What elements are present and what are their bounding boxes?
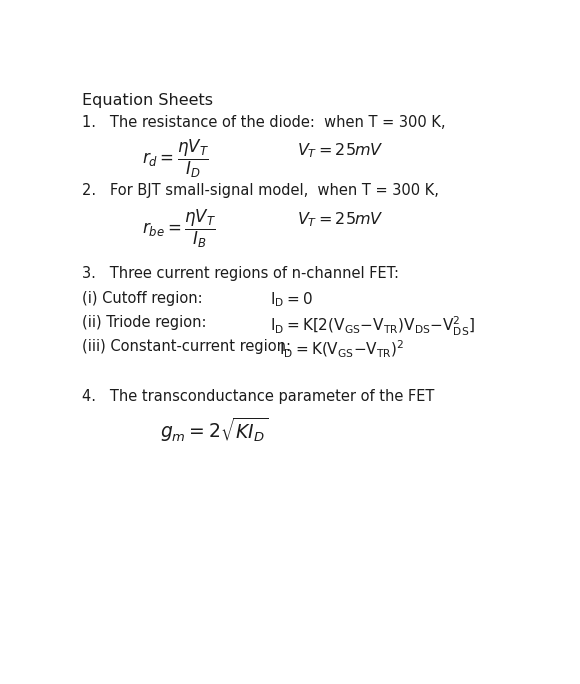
Text: (ii) Triode region:: (ii) Triode region: <box>82 315 207 330</box>
Text: $r_{be} = \dfrac{\eta V_T}{I_B}$: $r_{be} = \dfrac{\eta V_T}{I_B}$ <box>142 207 216 250</box>
Text: $V_T = 25mV$: $V_T = 25mV$ <box>297 141 384 160</box>
Text: $\mathrm{I_D = K[2(V_{GS}{-}V_{TR})V_{DS}{-}V_{DS}^2]}$: $\mathrm{I_D = K[2(V_{GS}{-}V_{TR})V_{DS… <box>270 315 475 338</box>
Text: $r_d = \dfrac{\eta V_T}{I_D}$: $r_d = \dfrac{\eta V_T}{I_D}$ <box>142 137 209 180</box>
Text: 3.   Three current regions of n-channel FET:: 3. Three current regions of n-channel FE… <box>82 267 400 281</box>
Text: $V_T = 25mV$: $V_T = 25mV$ <box>297 211 384 229</box>
Text: (i) Cutoff region:: (i) Cutoff region: <box>82 291 203 306</box>
Text: $\mathrm{I_D{=}K(V_{GS}{-}V_{TR})^2}$: $\mathrm{I_D{=}K(V_{GS}{-}V_{TR})^2}$ <box>280 339 405 360</box>
Text: (iii) Constant-current region:: (iii) Constant-current region: <box>82 339 291 354</box>
Text: $g_m = 2\sqrt{KI_D}$: $g_m = 2\sqrt{KI_D}$ <box>160 415 268 444</box>
Text: $\mathrm{I_D = 0}$: $\mathrm{I_D = 0}$ <box>270 291 313 309</box>
Text: 4.   The transconductance parameter of the FET: 4. The transconductance parameter of the… <box>82 389 435 404</box>
Text: 2.   For BJT small-signal model,  when T = 300 K,: 2. For BJT small-signal model, when T = … <box>82 183 439 198</box>
Text: Equation Sheets: Equation Sheets <box>82 92 213 107</box>
Text: 1.   The resistance of the diode:  when T = 300 K,: 1. The resistance of the diode: when T =… <box>82 115 446 130</box>
